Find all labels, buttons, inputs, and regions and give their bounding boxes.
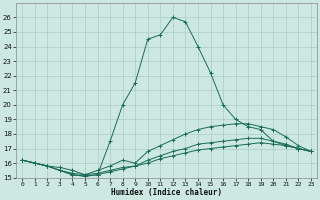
X-axis label: Humidex (Indice chaleur): Humidex (Indice chaleur) [111,188,222,197]
